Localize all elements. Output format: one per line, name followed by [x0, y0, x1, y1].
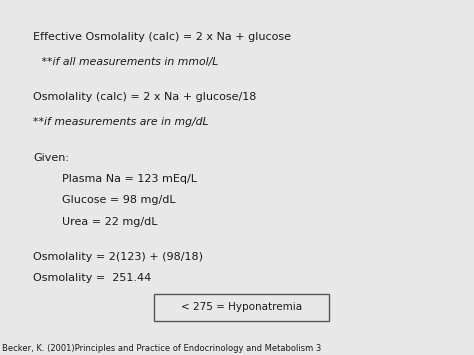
Text: Effective Osmolality (calc) = 2 x Na + glucose: Effective Osmolality (calc) = 2 x Na + g…	[33, 32, 291, 42]
Text: Osmolality (calc) = 2 x Na + glucose/18: Osmolality (calc) = 2 x Na + glucose/18	[33, 92, 256, 102]
Text: < 275 = Hyponatremia: < 275 = Hyponatremia	[181, 302, 302, 312]
Text: Urea = 22 mg/dL: Urea = 22 mg/dL	[62, 217, 157, 226]
Text: **if measurements are in mg/dL: **if measurements are in mg/dL	[33, 117, 209, 127]
Text: Plasma Na = 123 mEq/L: Plasma Na = 123 mEq/L	[62, 174, 197, 184]
Text: Glucose = 98 mg/dL: Glucose = 98 mg/dL	[62, 195, 175, 205]
Text: **if all measurements in mmol/L: **if all measurements in mmol/L	[38, 57, 218, 67]
Text: Given:: Given:	[33, 153, 69, 163]
FancyBboxPatch shape	[154, 294, 329, 321]
Text: Osmolality =  251.44: Osmolality = 251.44	[33, 273, 151, 283]
Text: Becker, K. (2001)Principles and Practice of Endocrinology and Metabolism 3: Becker, K. (2001)Principles and Practice…	[2, 344, 322, 353]
Text: Osmolality = 2(123) + (98/18): Osmolality = 2(123) + (98/18)	[33, 252, 203, 262]
